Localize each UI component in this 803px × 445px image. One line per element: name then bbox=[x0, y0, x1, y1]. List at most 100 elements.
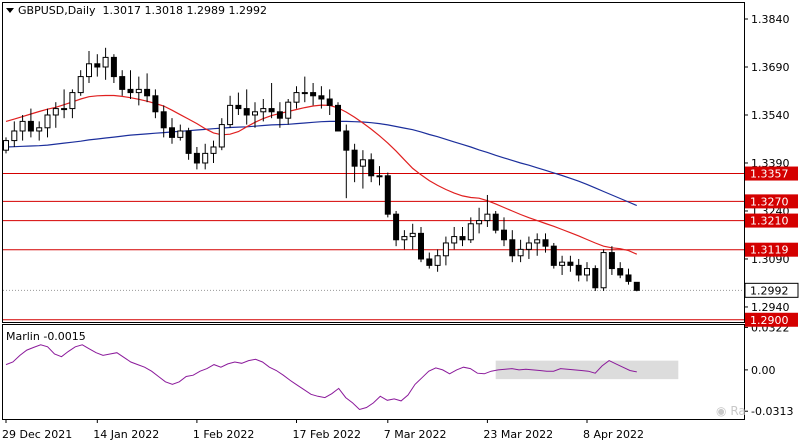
candle-body-bull bbox=[52, 108, 59, 116]
candle-body-bull bbox=[525, 242, 532, 250]
candle-body-bull bbox=[359, 159, 366, 167]
candle bbox=[592, 265, 599, 291]
level-tag: 1.3119 bbox=[745, 242, 798, 257]
candle-body-bear bbox=[617, 268, 624, 276]
candle bbox=[268, 82, 275, 119]
candle-body-bear bbox=[169, 127, 175, 138]
candle-body-bear bbox=[567, 261, 574, 266]
candle bbox=[169, 118, 175, 144]
candle bbox=[434, 249, 441, 272]
candle bbox=[243, 89, 250, 125]
level-tag-bg bbox=[745, 312, 798, 327]
candle-body-bull bbox=[401, 236, 408, 241]
candle bbox=[384, 172, 391, 218]
candle-body-bear bbox=[501, 229, 507, 241]
candle bbox=[94, 54, 101, 77]
watermark-icon: ◉ bbox=[716, 404, 727, 418]
candle-body-bull bbox=[484, 213, 491, 222]
marlin-zone-rect bbox=[495, 360, 679, 380]
candle-body-bear bbox=[318, 95, 325, 100]
level-tag-bg bbox=[745, 194, 798, 209]
candle bbox=[501, 217, 507, 247]
candle-body-bear bbox=[542, 239, 549, 247]
symbol-dropdown-icon[interactable] bbox=[6, 8, 14, 13]
moving-averages bbox=[5, 94, 638, 255]
candle bbox=[210, 140, 217, 163]
candle-body-bear bbox=[127, 88, 134, 94]
candle bbox=[27, 108, 34, 138]
candle-body-bull bbox=[202, 152, 209, 164]
candle bbox=[600, 249, 607, 291]
indicator-name: Marlin bbox=[6, 330, 40, 343]
candle bbox=[293, 86, 300, 109]
candle bbox=[401, 230, 408, 250]
candlesticks bbox=[3, 47, 640, 292]
candle-body-bull bbox=[227, 104, 234, 126]
candle-body-bear bbox=[144, 88, 151, 97]
candle bbox=[301, 76, 308, 103]
level-tag: 1.3210 bbox=[745, 213, 798, 228]
candle bbox=[44, 108, 51, 138]
level-tags: 1.3357 1.3270 1.3210 1.3119 1.2900 1.2992 bbox=[744, 166, 799, 327]
candle bbox=[459, 226, 466, 247]
candle-body-bear bbox=[492, 213, 499, 231]
candle-body-bear bbox=[633, 281, 640, 291]
candle-body-bear bbox=[276, 111, 283, 119]
candle bbox=[376, 166, 383, 186]
time-tick-label: 1 Feb 2022 bbox=[193, 428, 254, 441]
candle bbox=[559, 255, 566, 275]
candle-body-bull bbox=[210, 146, 217, 154]
candle bbox=[185, 127, 192, 160]
level-tag: 1.3270 bbox=[745, 194, 798, 209]
level-tag: 1.3357 bbox=[745, 166, 798, 181]
candle-body-bull bbox=[44, 114, 51, 129]
candle-body-bear bbox=[592, 268, 599, 289]
marlin-shaded-zone bbox=[495, 360, 679, 380]
level-tag: 1.2900 bbox=[745, 312, 798, 327]
candle-body-bull bbox=[376, 175, 383, 178]
candle bbox=[633, 281, 640, 292]
candle-body-bull bbox=[434, 255, 441, 266]
candle-body-bear bbox=[160, 111, 167, 129]
candle-body-bull bbox=[252, 111, 258, 116]
candle-body-bear bbox=[94, 63, 101, 68]
ma-red-line bbox=[5, 94, 638, 255]
candle bbox=[11, 121, 18, 147]
candle bbox=[276, 102, 283, 128]
candle-body-bear bbox=[575, 264, 582, 276]
candle-body-bear bbox=[185, 130, 192, 154]
candle bbox=[368, 153, 375, 183]
candle-body-bull bbox=[3, 140, 9, 151]
candle-body-bull bbox=[177, 130, 184, 138]
candle bbox=[442, 236, 449, 266]
candle-body-bull bbox=[260, 108, 267, 113]
candle-body-bear bbox=[193, 152, 200, 164]
candle-body-bear bbox=[418, 232, 424, 260]
candle bbox=[135, 76, 142, 106]
candle-body-bear bbox=[351, 149, 358, 167]
candle-body-bear bbox=[509, 239, 516, 257]
candle-body-bear bbox=[550, 245, 557, 266]
candle bbox=[393, 210, 400, 247]
candle bbox=[625, 268, 632, 285]
candle bbox=[152, 89, 159, 119]
candle-body-bear bbox=[459, 236, 466, 241]
watermark-text: Ra bbox=[730, 404, 746, 418]
candle-body-bear bbox=[119, 76, 126, 90]
time-tick-label: 23 Mar 2022 bbox=[483, 428, 553, 441]
candle bbox=[492, 210, 499, 234]
candle bbox=[476, 207, 483, 234]
time-axis: 29 Dec 2021 14 Jan 2022 1 Feb 2022 17 Feb 2… bbox=[2, 419, 644, 441]
candle bbox=[310, 82, 317, 106]
candle-body-bull bbox=[285, 101, 292, 119]
candle bbox=[567, 255, 574, 272]
ohlc-values: 1.3017 1.3018 1.2989 1.2992 bbox=[102, 4, 267, 17]
ma-blue-line bbox=[5, 120, 638, 207]
candle-body-bear bbox=[393, 213, 400, 241]
candle-body-bull bbox=[534, 239, 541, 244]
candle bbox=[617, 262, 624, 279]
candle bbox=[542, 233, 549, 253]
indicator-tick-label: -0.0313 bbox=[751, 405, 793, 418]
